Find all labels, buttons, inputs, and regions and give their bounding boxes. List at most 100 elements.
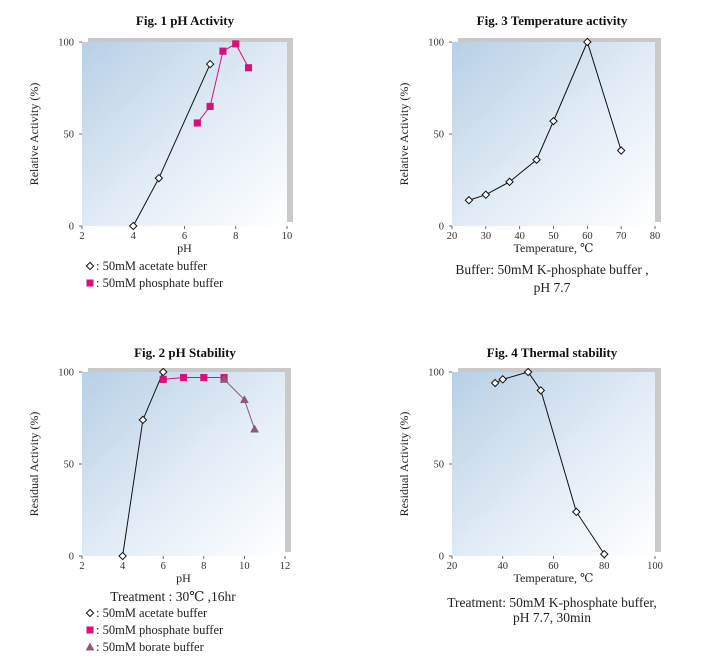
- fig1-legend-label: : 50mM acetate buffer: [96, 259, 208, 273]
- fig3-series-0-point: [464, 195, 474, 205]
- fig1-xtick-label: 6: [182, 231, 187, 242]
- fig3-y-axis-label: Relative Activity (%): [397, 83, 411, 186]
- fig2-legend-marker: [85, 642, 95, 651]
- fig3-xtick-label: 50: [548, 231, 559, 242]
- fig1-series-1-point: [232, 40, 240, 48]
- fig2-note: Treatment : 30℃ ,16hr: [110, 589, 236, 604]
- fig2-ytick-label: 100: [58, 368, 74, 379]
- fig3-series-0-point: [549, 116, 558, 126]
- fig4-xtick-label: 100: [647, 561, 663, 572]
- fig1-series-1-point: [245, 64, 253, 72]
- fig2-series-0-point: [118, 551, 127, 561]
- fig3-xtick-label: 70: [616, 231, 627, 242]
- fig4-series-0-point: [536, 386, 546, 395]
- fig3-plot-area: [452, 42, 655, 226]
- fig3-series-0-point: [583, 37, 592, 47]
- fig4-ytick-label: 50: [434, 460, 445, 471]
- fig3-ytick-label: 50: [434, 130, 445, 141]
- fig2-legend-marker: [85, 608, 95, 618]
- fig3-xtick-label: 30: [481, 231, 492, 242]
- fig2-xtick-label: 2: [79, 561, 84, 572]
- fig2-y-axis-label: Residual Activity (%): [27, 412, 41, 517]
- fig3-series-0-point: [532, 155, 541, 165]
- fig4-series-0-point: [498, 375, 508, 384]
- fig1-xtick-label: 4: [131, 231, 137, 242]
- fig1-ytick-label: 100: [58, 38, 74, 49]
- fig3-xtick-label: 20: [447, 231, 458, 242]
- fig3-x-axis-label: Temperature, ℃: [514, 241, 594, 255]
- fig4-plot-area: [452, 372, 655, 556]
- fig1-x-axis-label: pH: [177, 241, 192, 255]
- fig2-series-1-point: [179, 373, 188, 382]
- fig2-legend-label: : 50mM phosphate buffer: [96, 623, 224, 637]
- fig4-x-axis-label: Temperature, ℃: [514, 571, 594, 585]
- fig2-series-1-point: [159, 375, 167, 383]
- fig2-legend-label: : 50mM borate buffer: [96, 640, 205, 654]
- fig4-series-0-point: [490, 378, 500, 388]
- fig3-series-0-point: [481, 190, 491, 200]
- fig4-xtick-label: 60: [548, 561, 559, 572]
- fig4-ytick-label: 100: [428, 368, 444, 379]
- fig1-series-1-point: [206, 102, 214, 110]
- fig1-series-0-point: [128, 221, 138, 231]
- fig2-x-axis-label: pH: [176, 571, 191, 585]
- fig2-ytick-label: 50: [64, 460, 75, 471]
- fig1-legend-marker: [85, 261, 95, 271]
- fig4-y-axis-label: Residual Activity (%): [397, 412, 411, 517]
- fig4-xtick-label: 80: [599, 561, 610, 572]
- fig1-y-axis-label: Relative Activity (%): [27, 83, 41, 186]
- fig3-note: pH 7.7: [534, 280, 571, 295]
- fig3-xtick-label: 80: [650, 231, 661, 242]
- fig3-title: Fig. 3 Temperature activity: [477, 13, 628, 28]
- fig1-series-0-point: [154, 173, 164, 183]
- fig1-title: Fig. 1 pH Activity: [136, 13, 235, 28]
- fig4-note: Treatment: 50mM K-phosphate buffer,: [447, 595, 656, 610]
- fig2-series-1-point: [200, 373, 208, 382]
- fig1-plot-area: [82, 42, 287, 226]
- fig3-note: Buffer: 50mM K-phosphate buffer ,: [455, 262, 648, 277]
- fig4-ytick-label: 0: [439, 552, 444, 563]
- fig2-series-0-point: [138, 415, 148, 425]
- fig1-series-1-point: [193, 119, 201, 127]
- fig1-legend-label: : 50mM phosphate buffer: [96, 276, 224, 290]
- fig4-series-0-point: [523, 367, 533, 377]
- fig2-series-2-point: [250, 424, 259, 433]
- fig1-ytick-label: 50: [64, 130, 75, 141]
- fig2-xtick-label: 12: [280, 561, 291, 572]
- fig3-xtick-label: 40: [514, 231, 525, 242]
- fig2-series-0-point: [158, 367, 168, 377]
- fig4-xtick-label: 40: [498, 561, 509, 572]
- fig2-xtick-label: 8: [201, 561, 206, 572]
- fig2-xtick-label: 6: [161, 561, 166, 572]
- fig2-legend-marker: [86, 626, 94, 634]
- fig4-series-0-point: [599, 549, 609, 559]
- fig1-ytick-label: 0: [69, 222, 74, 233]
- fig2-chart: Fig. 2 pH Stability 0 50 100 2 4 6 8 10 12 pH Resid…: [27, 345, 291, 654]
- fig2-plot-area: [82, 372, 285, 556]
- fig2-series-2-point: [219, 374, 229, 383]
- fig2-title: Fig. 2 pH Stability: [134, 345, 236, 360]
- fig2-series-1-line: [163, 377, 225, 380]
- fig3-ytick-label: 0: [439, 222, 444, 233]
- fig1-chart: Fig. 1 pH Activity 0 50 100 2 4 6 8 10 pH Relative…: [27, 13, 293, 290]
- fig2-ytick-label: 0: [69, 552, 74, 563]
- fig1-xtick-label: 2: [79, 231, 84, 242]
- fig4-note: pH 7.7, 30min: [513, 610, 591, 625]
- fig1-series-0-point: [205, 59, 215, 69]
- fig1-legend-marker: [86, 279, 94, 287]
- fig1-series-1-point: [219, 47, 227, 55]
- fig1-xtick-label: 10: [282, 231, 293, 242]
- fig3-series-0-point: [616, 146, 626, 155]
- fig4-chart: Fig. 4 Thermal stability 0 50 100 20 40 60 80 10…: [397, 345, 663, 625]
- fig2-legend-label: : 50mM acetate buffer: [96, 606, 208, 620]
- fig2-series-2-point: [239, 395, 249, 404]
- fig3-xtick-label: 60: [582, 231, 593, 242]
- fig2-xtick-label: 4: [120, 561, 126, 572]
- fig3-chart: Fig. 3 Temperature activity 0 50 100 20 30 40 5…: [397, 13, 661, 295]
- fig4-xtick-label: 20: [447, 561, 458, 572]
- fig1-xtick-label: 8: [233, 231, 238, 242]
- fig3-series-0-point: [505, 177, 514, 187]
- fig4-series-0-point: [572, 507, 581, 517]
- fig4-title: Fig. 4 Thermal stability: [487, 345, 618, 360]
